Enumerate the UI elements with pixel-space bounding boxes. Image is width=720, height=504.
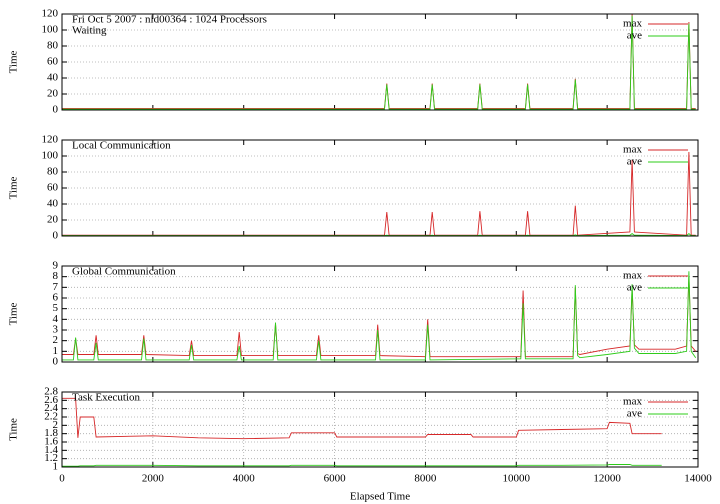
y-tick-label: 120 [42,134,59,146]
legend-label: ave [627,30,642,42]
series-line [62,271,697,361]
series-line [62,397,662,440]
y-tick-label: 2 [53,334,59,346]
legend-label: ave [627,282,642,294]
y-tick-label: 100 [42,150,59,162]
y-tick-label: 4 [53,313,59,325]
y-axis-label: Time [8,302,20,325]
x-tick-label: 14000 [684,473,712,485]
y-tick-label: 80 [47,166,59,178]
y-tick-label: 6 [53,292,59,304]
y-tick-label: 1.6 [44,436,58,448]
y-tick-label: 1.2 [44,452,58,464]
x-tick-label: 10000 [503,473,531,485]
y-tick-label: 0 [53,230,59,242]
legend-label: max [623,396,642,408]
panel-subtitle: Waiting [72,25,107,37]
y-tick-label: 1.8 [44,427,58,439]
series-line [62,13,696,109]
legend-label: max [623,18,642,30]
y-axis-label: Time [8,176,20,199]
y-axis-label: Time [8,50,20,73]
plot-frame [61,391,699,468]
plot-frame [61,13,699,111]
legend-label: max [623,270,642,282]
legend-label: max [623,144,642,156]
x-tick-label: 4000 [233,473,256,485]
y-tick-label: 0 [53,104,59,116]
x-tick-label: 6000 [324,473,347,485]
plot-frame [61,265,699,363]
y-tick-label: 9 [53,260,59,272]
x-tick-label: 0 [59,473,65,485]
y-tick-label: 1.4 [44,444,58,456]
y-tick-label: 40 [47,198,59,210]
x-tick-label: 12000 [593,473,621,485]
y-tick-label: 1 [53,461,59,473]
y-tick-label: 100 [42,24,59,36]
y-tick-label: 80 [47,40,59,52]
y-tick-label: 60 [47,56,59,68]
y-tick-label: 120 [42,8,59,20]
y-tick-label: 5 [53,302,59,314]
panel-title: Fri Oct 5 2007 : nid00364 : 1024 Process… [72,14,267,26]
panel-title: Local Communication [72,140,171,152]
y-tick-label: 7 [53,281,59,293]
series-line [62,464,662,467]
legend-label: ave [627,156,642,168]
y-tick-label: 2.4 [44,402,58,414]
panel-title: Task Execution [72,392,140,404]
panel-title: Global Communication [72,266,176,278]
series-line [62,151,696,236]
legend-label: ave [627,408,642,420]
x-tick-label: 8000 [414,473,437,485]
series-line [62,15,696,110]
y-tick-label: 2.6 [44,394,58,406]
y-tick-label: 3 [53,324,59,336]
x-tick-label: 2000 [142,473,165,485]
plot-frame [61,139,699,237]
y-tick-label: 1 [53,345,59,357]
y-tick-label: 0 [53,356,59,368]
y-axis-label: Time [8,418,20,441]
x-axis-label: Elapsed Time [350,491,410,503]
y-tick-label: 2.8 [44,386,58,398]
y-tick-label: 20 [47,214,59,226]
y-tick-label: 20 [47,88,59,100]
y-tick-label: 2.2 [44,411,58,423]
y-tick-label: 8 [53,270,59,282]
y-tick-label: 2 [53,419,59,431]
y-tick-label: 40 [47,72,59,84]
y-tick-label: 60 [47,182,59,194]
